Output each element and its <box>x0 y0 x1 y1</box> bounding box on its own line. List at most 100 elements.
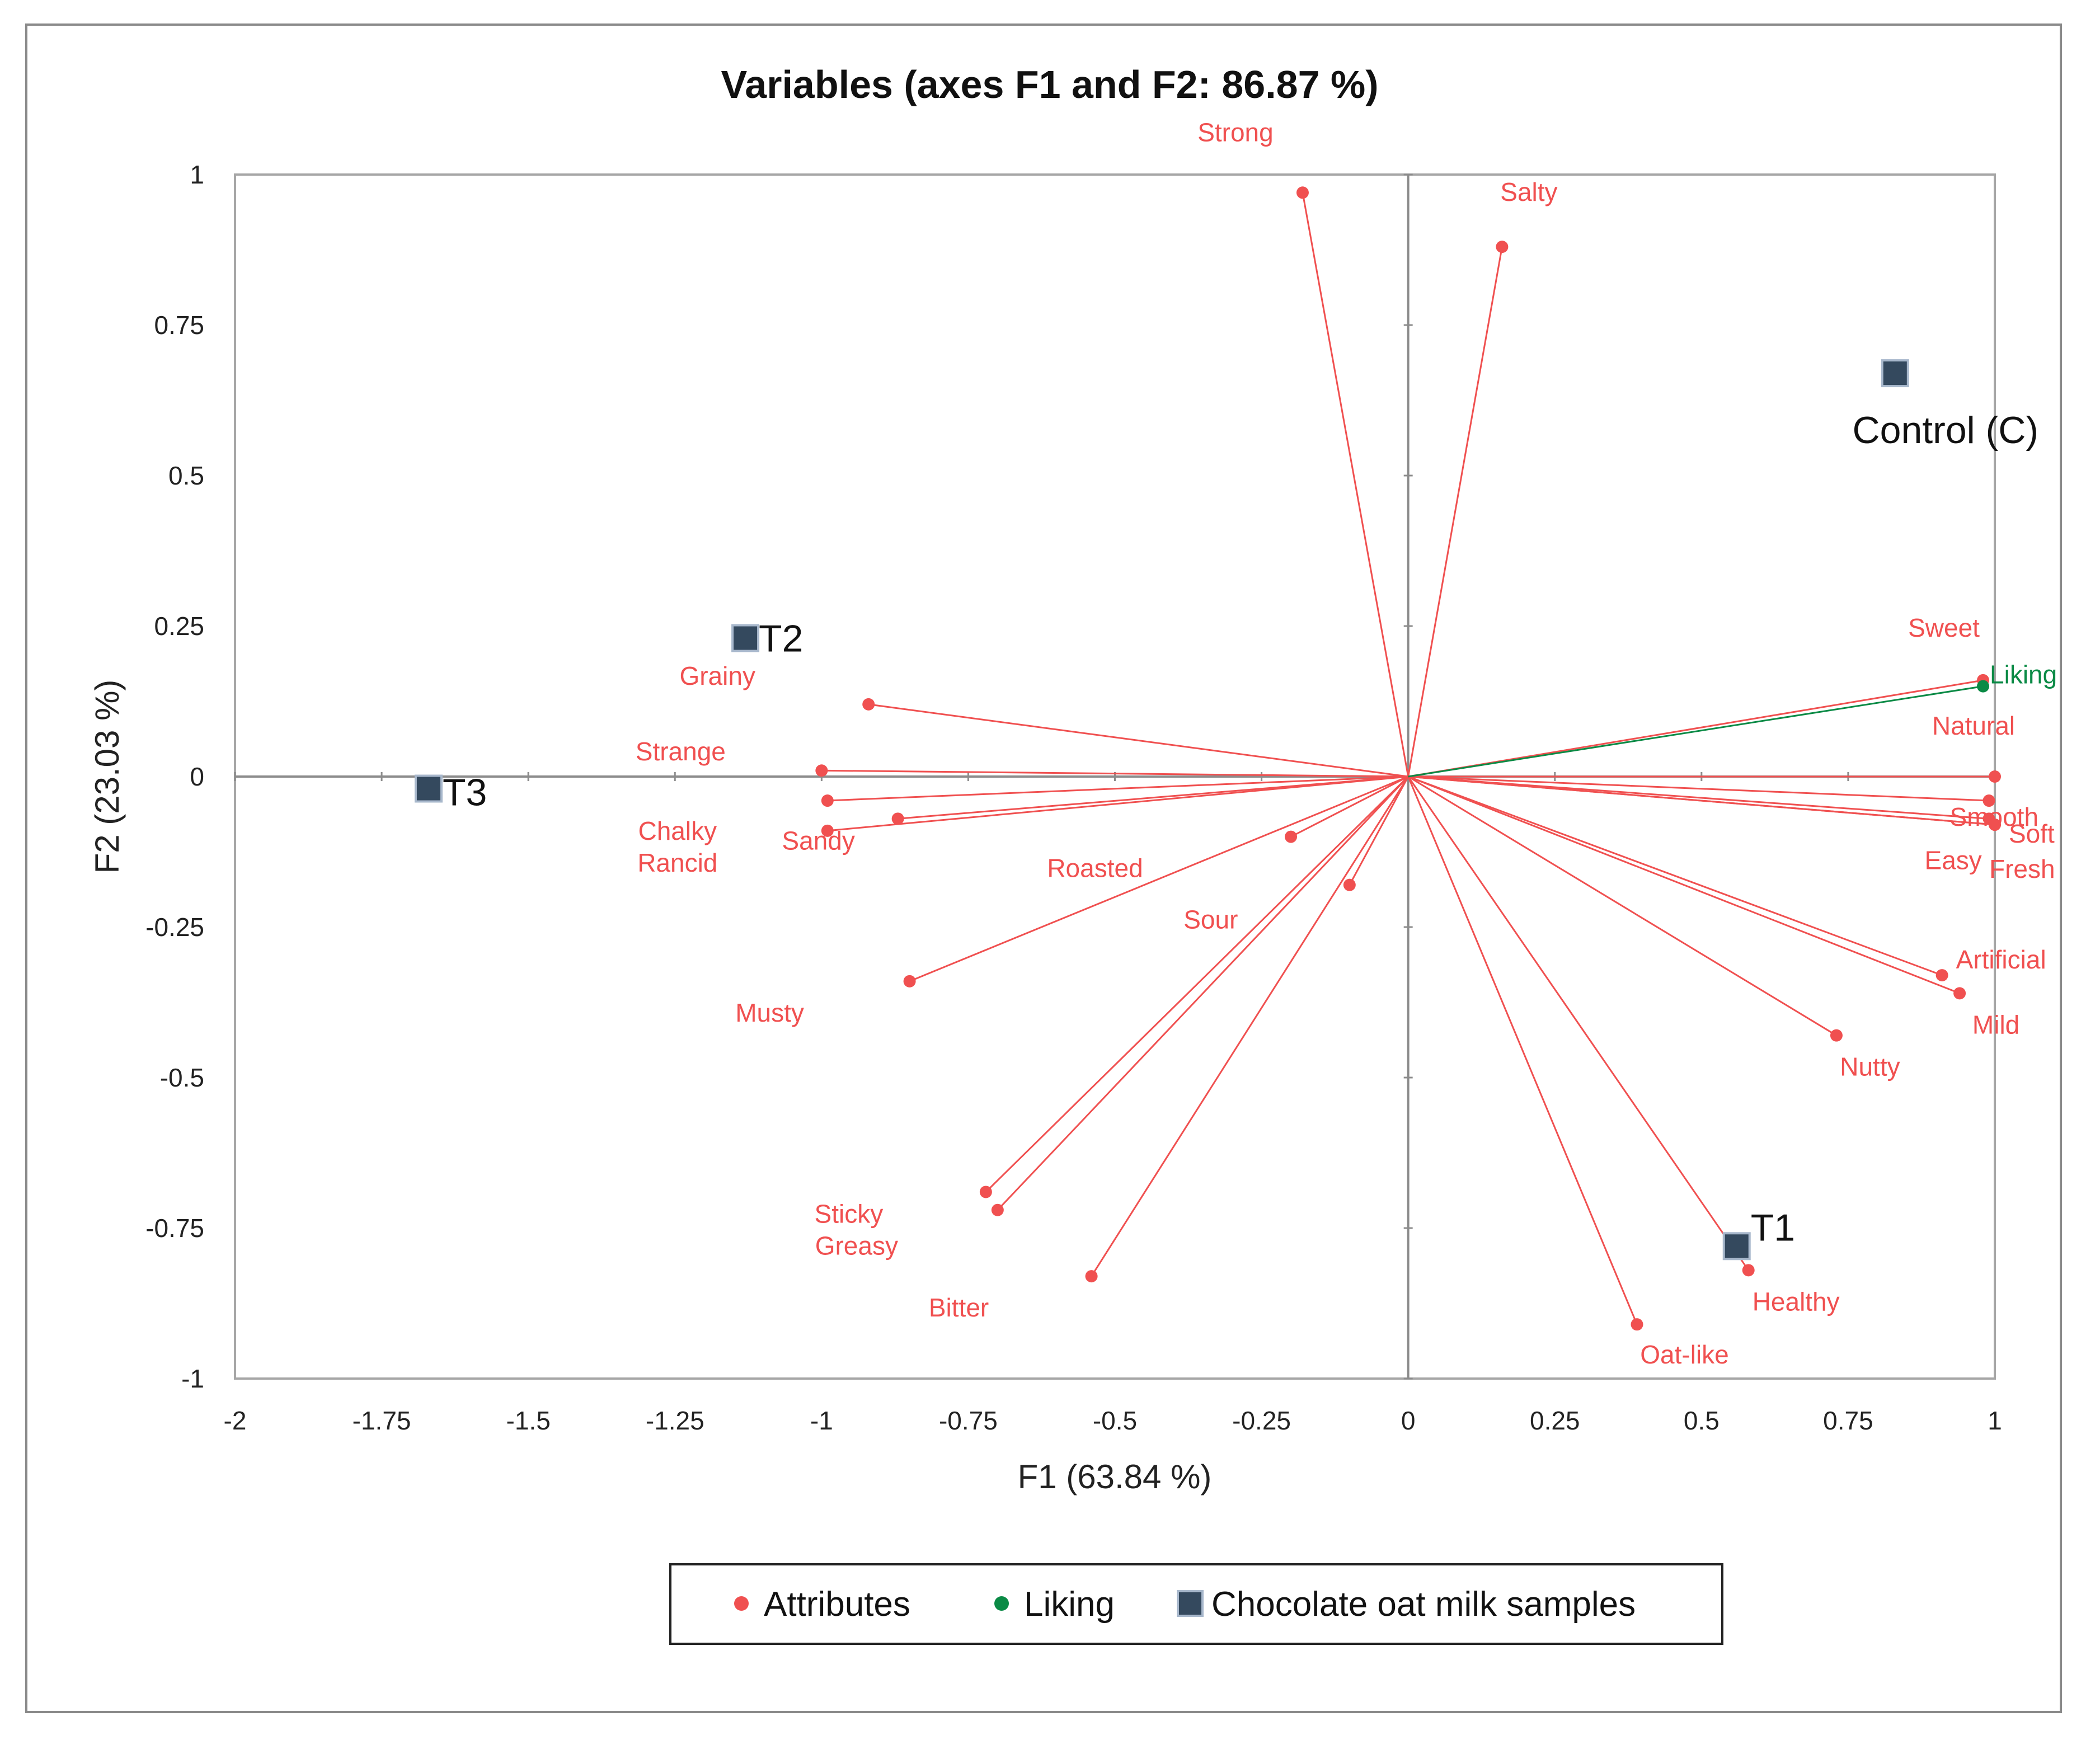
legend-attributes-marker <box>734 1596 749 1611</box>
legend-samples-label: Chocolate oat milk samples <box>1211 1585 1636 1624</box>
y-axis-title: F2 (23.03 %) <box>88 680 126 874</box>
label-sticky: Sticky <box>815 1199 884 1228</box>
vector-sour <box>1349 776 1409 886</box>
legend: Attributes Liking Chocolate oat milk sam… <box>669 1563 1723 1645</box>
sample-marker-t2 <box>731 624 760 652</box>
ticks-layer: -2 -1.75 -1.5 -1.25 -1 -0.75 -0.5 -0.25 0 0.25 0.5… <box>145 160 2002 1435</box>
label-healthy: Healthy <box>1753 1287 1840 1316</box>
label-soft: Soft <box>2009 819 2055 848</box>
point-mild <box>1953 987 1966 1000</box>
vector-nutty <box>1407 775 1837 1036</box>
label-musty: Musty <box>735 998 804 1027</box>
vector-easy <box>1408 775 1989 820</box>
point-oat-like <box>1631 1318 1643 1331</box>
vector-salty <box>1407 246 1503 777</box>
sample-label-t2: T2 <box>759 618 803 660</box>
vector-roasted <box>1290 775 1409 838</box>
label-smooth: Smooth <box>1950 802 2039 831</box>
sample-marker-t1 <box>1722 1232 1751 1261</box>
vector-chalky <box>827 775 1408 802</box>
point-sour <box>1343 878 1356 891</box>
vector-sandy <box>898 775 1408 820</box>
point-natural <box>1989 770 2001 783</box>
point-chalky <box>821 794 834 807</box>
point-strange <box>815 764 828 777</box>
y-tick-label: -0.75 <box>145 1214 204 1243</box>
label-rancid: Rancid <box>637 848 717 877</box>
x-tick-label: -1.75 <box>353 1406 411 1435</box>
label-strange: Strange <box>636 737 726 766</box>
figure-frame <box>25 23 2062 1713</box>
points-layer <box>414 186 2001 1331</box>
y-tick-label: 0.5 <box>168 461 204 490</box>
point-liking <box>1977 680 1990 693</box>
legend-attributes-label: Attributes <box>764 1585 910 1624</box>
point-greasy <box>991 1203 1004 1216</box>
label-nutty: Nutty <box>1840 1052 1900 1081</box>
vector-musty <box>909 775 1409 982</box>
x-axis-title: F1 (63.84 %) <box>1018 1458 1212 1496</box>
vector-grainy <box>868 703 1408 778</box>
label-chalky: Chalky <box>638 816 717 845</box>
x-tick-label: -0.5 <box>1093 1406 1137 1435</box>
label-natural: Natural <box>1932 711 2015 740</box>
label-sweet: Sweet <box>1908 613 1980 642</box>
point-bitter <box>1085 1270 1098 1283</box>
label-roasted: Roasted <box>1047 854 1143 883</box>
x-tick-label: 0 <box>1401 1406 1416 1435</box>
vector-artificial <box>1408 775 1943 976</box>
label-liking: Liking <box>1990 660 2057 689</box>
point-fresh <box>1989 819 2001 831</box>
point-sticky <box>979 1186 992 1198</box>
point-strong <box>1296 186 1309 199</box>
label-greasy: Greasy <box>815 1231 898 1261</box>
vector-oat-like <box>1407 776 1638 1325</box>
vectors-layer <box>821 192 1995 1325</box>
x-tick-label: 0.75 <box>1823 1406 1873 1435</box>
x-tick-label: -0.25 <box>1232 1406 1291 1435</box>
vector-bitter <box>1091 776 1409 1277</box>
sample-marker-control-c <box>1881 359 1909 388</box>
point-grainy <box>862 698 875 711</box>
point-sandy <box>891 812 904 825</box>
vector-strong <box>1302 192 1410 777</box>
label-easy: Easy <box>1925 845 1982 874</box>
label-sour: Sour <box>1183 905 1238 934</box>
point-nutty <box>1830 1029 1843 1042</box>
sample-label-t1: T1 <box>1751 1206 1795 1249</box>
label-bitter: Bitter <box>929 1293 989 1322</box>
y-tick-label: 0.25 <box>154 612 204 641</box>
vector-smooth <box>1408 775 1989 802</box>
x-tick-label: 1 <box>1988 1406 2002 1435</box>
x-tick-label: -0.75 <box>939 1406 998 1435</box>
vector-sweet <box>1408 679 1984 778</box>
point-roasted <box>1285 830 1297 843</box>
vector-fresh <box>1408 775 1995 826</box>
y-tick-label: 1 <box>190 160 204 189</box>
label-oat-like: Oat-like <box>1640 1340 1728 1369</box>
x-tick-label: -1.25 <box>646 1406 704 1435</box>
y-tick-label: 0 <box>190 762 204 791</box>
y-tick-label: 0.75 <box>154 311 204 340</box>
x-tick-label: -1.5 <box>506 1406 551 1435</box>
vector-sticky <box>985 775 1409 1193</box>
label-salty: Salty <box>1500 177 1557 206</box>
labels-layer: Strong Salty Grainy Strange Chalky Rancid Sand… <box>443 117 2057 1369</box>
legend-liking-label: Liking <box>1024 1585 1115 1624</box>
vector-liking <box>1408 685 1984 778</box>
x-tick-label: 0.25 <box>1530 1406 1580 1435</box>
legend-liking-marker <box>994 1596 1009 1611</box>
label-strong: Strong <box>1197 117 1274 147</box>
x-tick-label: 0.5 <box>1684 1406 1720 1435</box>
label-sandy: Sandy <box>782 826 854 855</box>
vector-rancid <box>827 775 1408 832</box>
vector-mild <box>1408 775 1960 994</box>
point-smooth <box>1982 794 1995 807</box>
vector-greasy <box>997 775 1409 1211</box>
y-tick-label: -0.5 <box>160 1063 204 1092</box>
label-mild: Mild <box>1972 1010 2019 1039</box>
point-salty <box>1496 241 1509 253</box>
y-tick-label: -1 <box>181 1364 204 1393</box>
sample-label-t3: T3 <box>443 772 487 814</box>
